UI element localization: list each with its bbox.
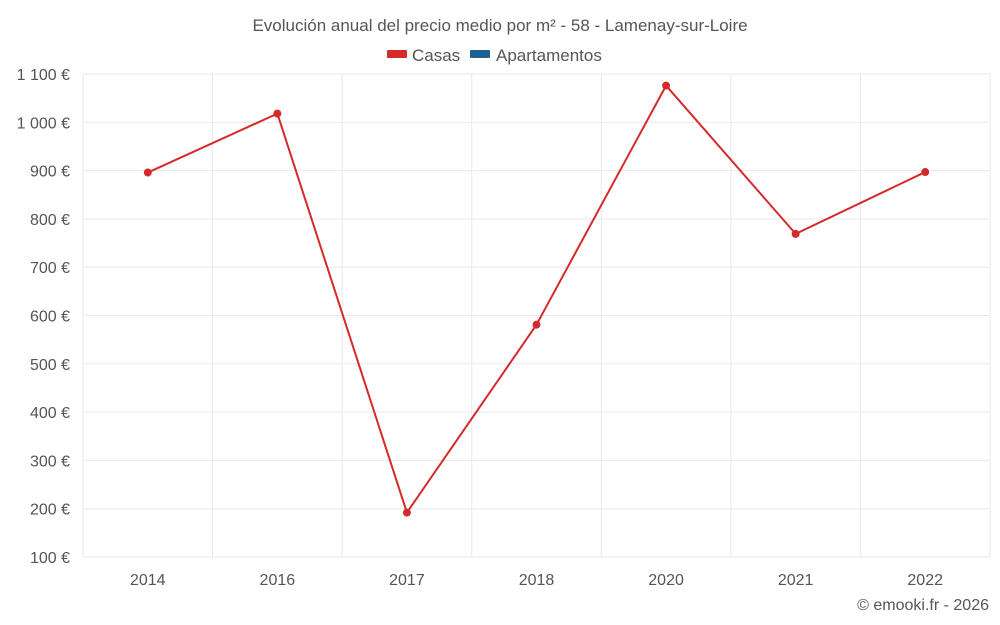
x-tick-label: 2021 (778, 572, 814, 589)
x-tick-label: 2018 (519, 572, 555, 589)
legend-item-casas[interactable]: Casas (387, 46, 460, 65)
series-group (143, 81, 930, 517)
data-point-casas[interactable] (921, 168, 930, 177)
y-tick-label: 900 € (30, 164, 70, 181)
series-line-casas (147, 84, 926, 514)
y-tick-label: 300 € (30, 453, 70, 470)
legend-swatch-apartamentos (470, 50, 490, 58)
x-tick-label: 2014 (130, 572, 166, 589)
x-tick-label: 2020 (648, 572, 684, 589)
x-tick-label: 2017 (389, 572, 425, 589)
data-point-casas[interactable] (532, 320, 541, 329)
y-gridlines (83, 73, 990, 558)
y-axis: 100 € 200 € 300 € 400 € 500 € 600 € 700 € 800 €… (17, 67, 70, 567)
legend-swatch-casas (387, 50, 407, 58)
data-point-casas[interactable] (402, 508, 411, 517)
x-tick-label: 2022 (907, 572, 943, 589)
data-point-casas[interactable] (662, 81, 671, 90)
data-point-casas[interactable] (791, 229, 800, 238)
y-tick-label: 1 100 € (17, 67, 70, 84)
legend: Casas Apartamentos (387, 46, 602, 65)
legend-label-casas: Casas (412, 46, 460, 65)
y-tick-label: 600 € (30, 309, 70, 326)
legend-label-apartamentos: Apartamentos (496, 46, 602, 65)
y-tick-label: 1 000 € (17, 115, 70, 132)
x-axis: 2014 2016 2017 2018 2020 2021 2022 (130, 572, 943, 589)
x-tick-label: 2016 (260, 572, 296, 589)
y-tick-label: 700 € (30, 260, 70, 277)
credit-text: © emooki.fr - 2026 (857, 597, 989, 614)
chart-title: Evolución anual del precio medio por m² … (252, 16, 747, 35)
y-tick-label: 500 € (30, 357, 70, 374)
y-tick-label: 200 € (30, 502, 70, 519)
y-tick-label: 800 € (30, 212, 70, 229)
y-tick-label: 100 € (30, 550, 70, 567)
legend-item-apartamentos[interactable]: Apartamentos (470, 46, 602, 65)
data-point-casas[interactable] (273, 109, 282, 118)
data-point-casas[interactable] (143, 168, 152, 177)
y-tick-label: 400 € (30, 405, 70, 422)
